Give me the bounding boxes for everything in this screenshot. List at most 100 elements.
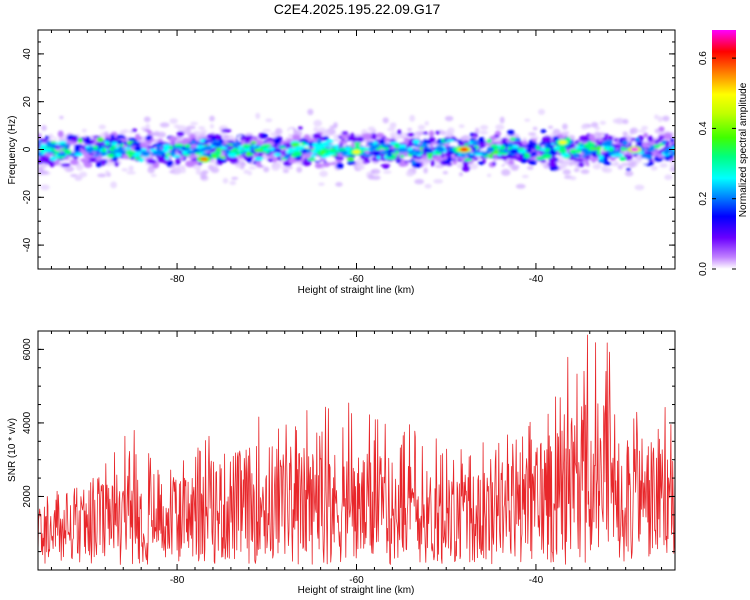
heatmap-cell [397, 137, 404, 142]
heatmap-cell [254, 156, 264, 161]
heatmap-halo-cell [39, 170, 49, 175]
heatmap-halo-cell [383, 170, 392, 174]
heatmap-cell [506, 129, 515, 136]
heatmap-cell [540, 129, 547, 134]
heatmap-cell [229, 156, 239, 164]
heatmap-cell [598, 154, 604, 161]
heatmap-halo-cell [318, 182, 325, 186]
heatmap-halo-cell [41, 125, 47, 131]
heatmap-cell [118, 146, 124, 152]
heatmap-cell [108, 147, 114, 151]
heatmap-halo-cell [548, 125, 554, 129]
heatmap-cell [83, 141, 92, 145]
heatmap-peak-core [199, 157, 208, 162]
heatmap-cell [379, 138, 386, 145]
heatmap-halo-cell [458, 124, 465, 128]
heatmap-halo-cell [119, 130, 126, 136]
heatmap-cell [463, 158, 473, 162]
heatmap-cell [242, 143, 248, 149]
heatmap-cell [608, 150, 616, 156]
x-tick-label: -40 [529, 274, 544, 285]
heatmap-cell [548, 161, 557, 167]
heatmap-cell [166, 160, 174, 166]
heatmap-cell [184, 144, 191, 149]
heatmap-halo-cell [219, 125, 228, 130]
heatmap-cell [69, 144, 75, 151]
heatmap-cell [590, 136, 597, 144]
heatmap-halo-cell [561, 159, 571, 167]
heatmap-cell [662, 132, 673, 140]
heatmap-halo-cell [193, 165, 202, 170]
heatmap-peak-core [460, 147, 469, 152]
heatmap-halo-cell [255, 112, 261, 120]
heatmap-cell [459, 155, 467, 158]
colorbar-tick-label: 0.6 [698, 51, 709, 65]
heatmap-halo-cell [169, 118, 178, 124]
heatmap-halo-cell [433, 178, 444, 184]
heatmap-cell [117, 140, 123, 145]
heatmap-halo-cell [511, 167, 519, 171]
heatmap-cell [92, 145, 99, 150]
heatmap-cell [427, 141, 432, 145]
heatmap-halo-cell [263, 166, 270, 173]
heatmap-cell [661, 140, 667, 144]
x-tick-label: -80 [170, 274, 185, 285]
heatmap-cell [321, 153, 332, 158]
heatmap-cell [46, 143, 57, 148]
heatmap-cell [96, 157, 102, 162]
heatmap-cell [341, 132, 351, 139]
heatmap-cell [548, 157, 557, 164]
heatmap-cell [341, 131, 349, 135]
heatmap-cell [379, 150, 389, 155]
heatmap-cell [555, 121, 563, 129]
heatmap-halo-cell [621, 163, 628, 168]
heatmap-cell [83, 154, 94, 159]
heatmap-cell [398, 162, 407, 167]
heatmap-cell [149, 148, 157, 152]
heatmap-halo-cell [382, 117, 389, 124]
heatmap-cell [194, 151, 201, 155]
heatmap-halo-cell [409, 114, 416, 122]
colorbar-gradient [712, 30, 736, 269]
heatmap-cell [65, 149, 72, 155]
heatmap-cell [157, 155, 166, 163]
heatmap-halo-cell [479, 130, 489, 135]
heatmap-cell [110, 134, 115, 140]
heatmap-cell [649, 145, 655, 150]
heatmap-cell [139, 131, 148, 137]
heatmap-halo-cell [195, 168, 202, 175]
heatmap-cell [190, 144, 199, 148]
heatmap-cell [185, 160, 196, 168]
heatmap-halo-cell [629, 128, 634, 135]
heatmap-halo-cell [322, 130, 331, 136]
heatmap-halo-cell [389, 131, 398, 139]
heatmap-cell [250, 141, 257, 144]
heatmap-halo-cell [468, 163, 479, 170]
heatmap-halo-cell [110, 181, 118, 189]
heatmap-cell [626, 167, 631, 172]
snr-panel: -80 -60 -40 2000 4000 6000 Height of straight… [7, 330, 676, 596]
y-tick-label: 4000 [22, 411, 33, 434]
heatmap-halo-cell [222, 177, 229, 184]
heatmap-halo-cell [591, 121, 599, 128]
heatmap-cell [279, 146, 286, 149]
heatmap-cell [539, 148, 547, 151]
heatmap-cell [95, 162, 102, 168]
heatmap-halo-cell [40, 184, 50, 191]
heatmap-cell [138, 158, 145, 162]
heatmap-cell [523, 152, 530, 159]
heatmap-cell [396, 129, 402, 135]
colorbar: 0.0 0.2 0.4 0.6 Normalized spectral amplitu… [698, 30, 749, 276]
heatmap-halo-cell [659, 163, 668, 168]
heatmap-halo-cell [389, 122, 397, 126]
heatmap-cell [325, 156, 336, 163]
heatmap-cell [112, 149, 120, 153]
heatmap-cell [221, 128, 232, 133]
x-tick-label: -80 [170, 575, 185, 586]
heatmap-cell [658, 126, 665, 132]
heatmap-cell [471, 142, 480, 146]
heatmap-halo-cell [97, 173, 107, 178]
heatmap-halo-cell [440, 130, 446, 136]
heatmap-cell [609, 147, 614, 152]
